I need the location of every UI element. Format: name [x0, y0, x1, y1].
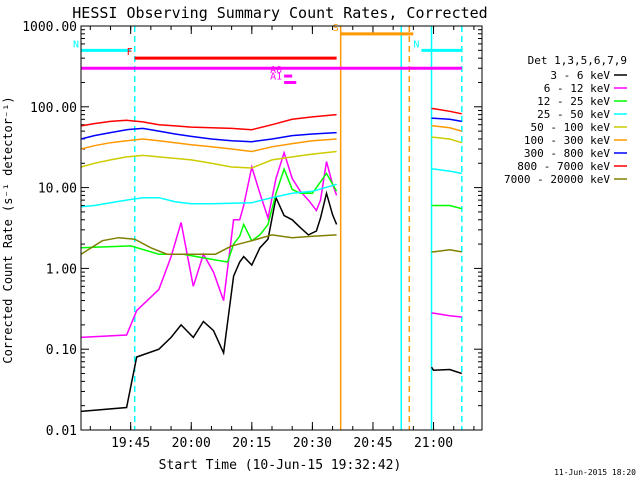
flag-bar-label: N [413, 39, 419, 50]
flag-bar-label: S [333, 23, 339, 34]
series-line [431, 168, 462, 175]
y-tick-label: 10.00 [38, 182, 77, 197]
series-line [431, 312, 462, 318]
x-axis-label: Start Time (10-Jun-15 19:32:42) [159, 458, 402, 473]
y-axis-label: Corrected Count Rate (s⁻¹ detector⁻¹) [1, 96, 15, 363]
y-tick-label: 1.00 [46, 262, 77, 277]
legend-label: 100 - 300 keV [524, 134, 610, 147]
x-tick-label: 19:45 [111, 436, 150, 451]
timestamp: 11-Jun-2015 18:20 [554, 468, 636, 477]
series-line [431, 249, 462, 253]
flag-bar-label: N [73, 39, 79, 50]
legend-label: 50 - 100 keV [531, 121, 611, 134]
x-tick-label: 20:45 [353, 436, 392, 451]
series-line [80, 138, 337, 153]
legend-label: 6 - 12 keV [544, 82, 611, 95]
y-tick-label: 0.01 [46, 424, 77, 439]
legend-label: 800 - 7000 keV [517, 160, 610, 173]
series-line [80, 127, 337, 143]
plot-frame [80, 25, 483, 431]
series-line [431, 117, 462, 123]
x-tick-label: 20:00 [172, 436, 211, 451]
legend-label: 300 - 800 keV [524, 147, 610, 160]
y-tick-label: 0.10 [46, 343, 77, 358]
x-tick-label: 20:15 [232, 436, 271, 451]
series-line [80, 150, 338, 339]
legend-label: 3 - 6 keV [550, 69, 610, 82]
flag-bar-label: A1 [270, 71, 282, 82]
series-line [80, 113, 337, 131]
series-line [80, 234, 337, 255]
series-line [80, 183, 337, 208]
legend-label: 25 - 50 keV [537, 108, 610, 121]
flag-bar-label: A0 [270, 65, 282, 76]
legend-title: Det 1,3,5,6,7,9 [528, 54, 627, 67]
y-tick-label: 1000.00 [22, 20, 77, 35]
x-tick-label: 20:30 [293, 436, 332, 451]
series-line [80, 190, 338, 413]
series-line [430, 366, 463, 375]
series-line [80, 150, 337, 169]
legend-label: 12 - 25 keV [537, 95, 610, 108]
chart-title: HESSI Observing Summary Count Rates, Cor… [72, 4, 487, 22]
series-line [431, 204, 462, 210]
x-tick-label: 21:00 [414, 436, 453, 451]
flag-bar-label: F [127, 47, 133, 58]
y-tick-label: 100.00 [30, 101, 77, 116]
legend-label: 7000 - 20000 keV [504, 173, 610, 186]
plot-area: 0.01 0.10 1.00 10.00 100.00 1000.00 19:45 20:00… [22, 20, 483, 451]
series-line [431, 136, 463, 144]
series-line [431, 125, 462, 132]
series-line [431, 107, 462, 115]
